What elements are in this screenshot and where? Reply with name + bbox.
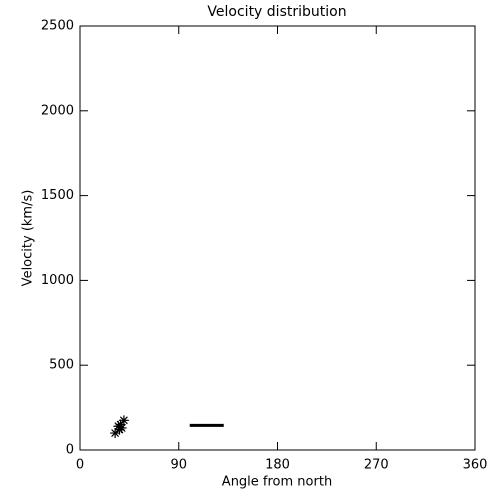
asterisk-point [116, 422, 127, 433]
y-tick-label: 0 [66, 443, 74, 458]
x-tick-label: 90 [170, 458, 187, 473]
y-tick-label: 2500 [41, 19, 74, 34]
y-tick-label: 1500 [41, 188, 74, 203]
chart-title: Velocity distribution [207, 4, 346, 20]
x-tick-label: 270 [364, 458, 389, 473]
y-axis-label: Velocity (km/s) [21, 190, 36, 287]
asterisk-point [118, 415, 129, 426]
y-tick-label: 500 [49, 358, 74, 373]
x-tick-label: 180 [265, 458, 290, 473]
plot-frame [79, 25, 476, 451]
y-tick-label: 1000 [41, 273, 74, 288]
x-tick-label: 0 [76, 458, 84, 473]
x-tick-label: 360 [463, 458, 488, 473]
asterisk-point [110, 428, 121, 439]
asterisk-point [115, 419, 126, 430]
x-axis-label: Angle from north [222, 475, 332, 490]
y-tick-label: 2000 [41, 103, 74, 118]
